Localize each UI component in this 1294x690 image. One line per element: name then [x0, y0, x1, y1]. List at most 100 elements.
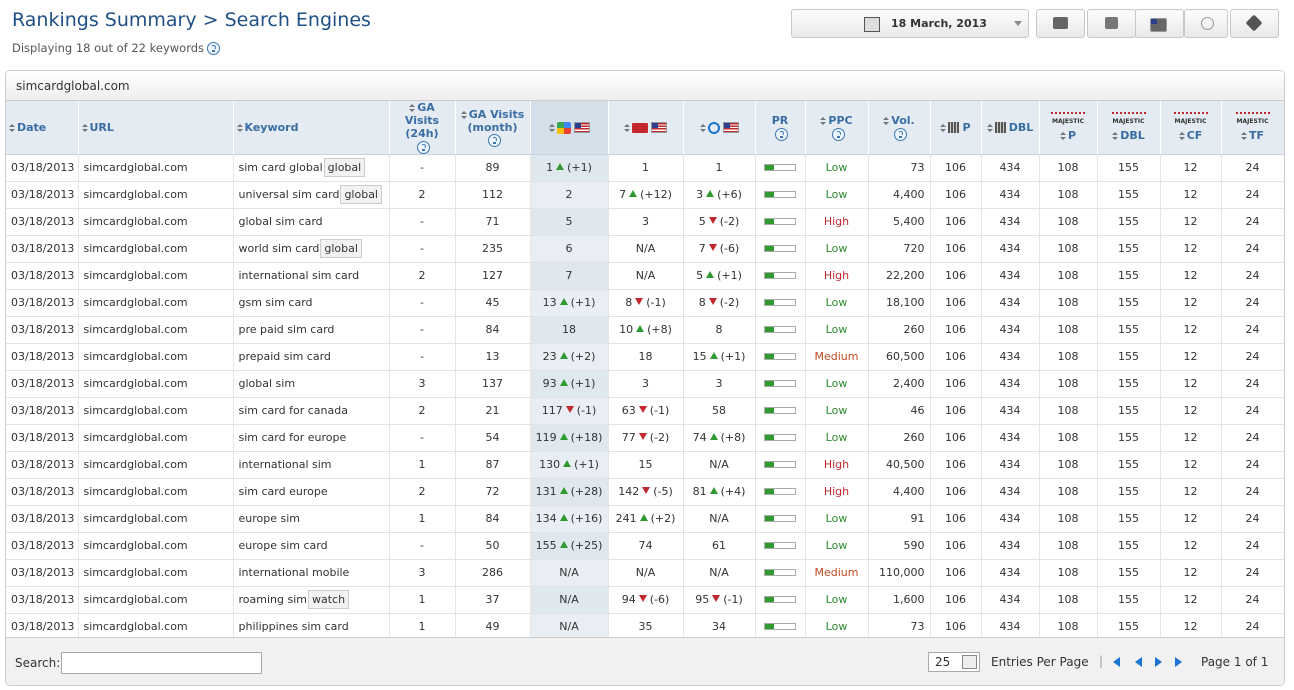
pr-bar [764, 299, 796, 306]
cell: 18,100 [868, 289, 931, 317]
trend-arrow [638, 433, 647, 440]
date-picker[interactable]: 18 March, 2013 [791, 9, 1029, 38]
cell: 108 [1039, 262, 1098, 290]
cell: 434 [981, 397, 1040, 425]
tf-value: 24 [1245, 215, 1260, 228]
last-page[interactable] [1175, 657, 1182, 667]
mp-value: 108 [1057, 296, 1079, 309]
column-header[interactable]: Vol. [868, 101, 931, 155]
dbl-value: 434 [999, 539, 1021, 552]
cell: europe sim [233, 505, 390, 533]
tf-value: 24 [1245, 377, 1260, 390]
cell: 155 [1097, 478, 1161, 506]
cell: 434 [981, 343, 1040, 371]
google-value: N/A [559, 593, 579, 606]
ga_month-value: 54 [485, 431, 500, 444]
table-row: 03/18/2013 simcardglobal.com gsm sim card -… [6, 289, 1284, 317]
cell: N/A [608, 559, 684, 587]
dropdown-arrow [1014, 21, 1022, 30]
column-header[interactable]: PR [755, 101, 806, 155]
cell: international mobile [233, 559, 390, 587]
cell: 434 [981, 208, 1040, 236]
column-header[interactable]: MAJESTIC P [1039, 101, 1098, 155]
ga24-value: 1 [418, 620, 426, 633]
cell: 108 [1039, 586, 1098, 614]
pr-bar [764, 380, 796, 387]
cell: 106 [930, 505, 982, 533]
print-button[interactable] [1036, 9, 1085, 38]
first-page[interactable] [1113, 657, 1120, 667]
rank: 117 [541, 404, 563, 417]
column-header[interactable]: DBL [981, 101, 1040, 155]
cell: 12 [1160, 316, 1222, 344]
search-input[interactable] [61, 652, 262, 674]
cell: prepaid sim card [233, 343, 390, 371]
cell: 91 [868, 505, 931, 533]
cell: 106 [930, 451, 982, 479]
google-icon [556, 121, 571, 134]
date-value: 03/18/2013 [11, 431, 75, 444]
p-value: 106 [945, 323, 966, 336]
column-header[interactable]: Date [6, 101, 79, 155]
vol-value: 40,500 [886, 458, 925, 471]
cell: N/A [608, 235, 684, 263]
column-header[interactable]: P [930, 101, 982, 155]
pr-bar [764, 542, 796, 549]
column-header[interactable]: Keyword [233, 101, 390, 155]
ga24-value: - [420, 161, 424, 174]
majestic-logo: MAJESTIC [1173, 112, 1208, 128]
metric-icon [994, 122, 1006, 134]
column-header[interactable]: PPC [805, 101, 869, 155]
favorite-button[interactable] [1184, 9, 1228, 38]
next-page[interactable] [1155, 657, 1162, 667]
cell: 12 [1160, 451, 1222, 479]
trend-arrow [712, 595, 721, 602]
majestic-logo: MAJESTIC [1051, 112, 1085, 128]
date-value: 03/18/2013 [11, 485, 75, 498]
rank-change: (+2) [570, 350, 596, 363]
cell: simcardglobal.com [78, 262, 234, 290]
column-header[interactable] [608, 101, 684, 155]
column-header[interactable]: GA Visits (24h) [389, 101, 456, 155]
sort-icon [883, 117, 890, 125]
cell: 3 [608, 370, 684, 398]
export-button[interactable] [1087, 9, 1136, 38]
cell: 23 (+2) [530, 343, 609, 371]
keyword-tag: global [320, 239, 362, 258]
column-header[interactable]: MAJESTIC DBL [1097, 101, 1161, 155]
help-icon[interactable] [207, 42, 221, 55]
column-header[interactable]: MAJESTIC CF [1160, 101, 1222, 155]
cf-value: 12 [1183, 404, 1198, 417]
p-value: 106 [945, 188, 966, 201]
help-icon[interactable] [831, 127, 845, 141]
column-header[interactable] [683, 101, 756, 155]
rank: 23 [542, 350, 557, 363]
per-page-select[interactable]: 25 [928, 652, 980, 672]
flag-icon [651, 122, 667, 134]
column-header[interactable]: MAJESTIC TF [1221, 101, 1284, 155]
ppc-level: Low [825, 404, 848, 417]
rank-change: (-1) [646, 296, 666, 309]
column-header[interactable] [530, 101, 609, 155]
column-header[interactable]: GA Visits (month) [455, 101, 531, 155]
prev-page[interactable] [1135, 657, 1142, 667]
help-icon[interactable] [487, 134, 501, 147]
cell: europe sim card [233, 532, 390, 560]
settings-button[interactable] [1230, 9, 1279, 38]
cell: 110,000 [868, 559, 931, 587]
column-header[interactable]: URL [78, 101, 234, 155]
cell: 137 [455, 370, 531, 398]
help-icon[interactable] [894, 127, 907, 141]
keyword-value: international sim card [238, 269, 360, 282]
cell: 2 [389, 181, 456, 209]
mp-value: 108 [1057, 242, 1079, 255]
cell: 434 [981, 559, 1040, 587]
help-icon[interactable] [775, 127, 788, 141]
ppc-level: Low [825, 296, 848, 309]
cell: N/A [530, 586, 609, 614]
trend-arrow [559, 487, 568, 494]
cell [755, 343, 806, 371]
country-button[interactable] [1135, 9, 1184, 38]
help-icon[interactable] [417, 140, 430, 154]
p-value: 106 [945, 539, 966, 552]
